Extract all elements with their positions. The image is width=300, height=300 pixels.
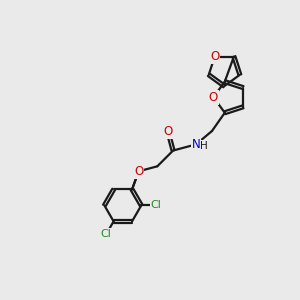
Text: O: O [164,125,173,138]
Text: Cl: Cl [101,229,112,239]
Text: H: H [200,141,208,151]
Text: Cl: Cl [151,200,162,210]
Text: N: N [192,138,200,151]
Text: O: O [134,165,143,178]
Text: O: O [210,50,219,63]
Text: O: O [209,91,218,104]
